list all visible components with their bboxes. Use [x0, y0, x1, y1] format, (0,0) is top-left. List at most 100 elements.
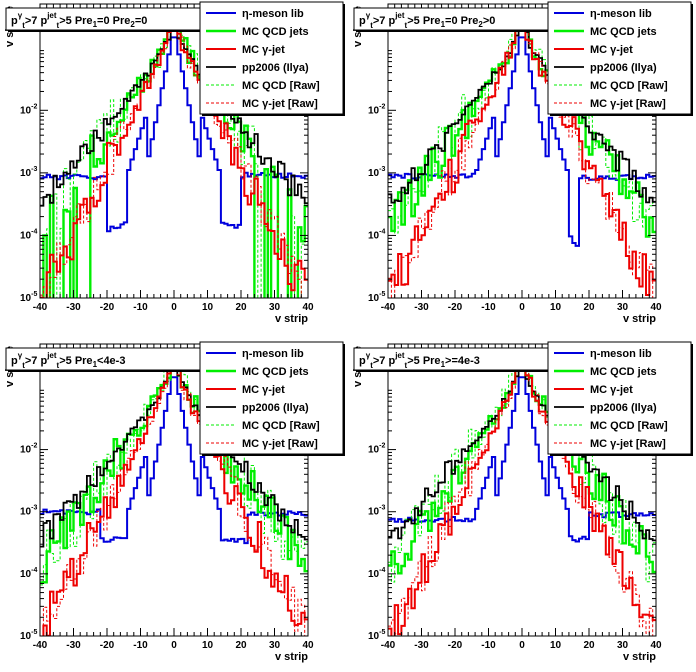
- legend-label-qcd_raw: MC QCD [Raw]: [590, 80, 668, 92]
- y-tick-label: 10-5: [20, 291, 37, 304]
- legend-label-eta: η-meson lib: [590, 8, 652, 20]
- x-tick-label: 10: [550, 302, 562, 313]
- x-tick-label: -40: [33, 640, 48, 651]
- x-tick-label: 40: [650, 640, 662, 651]
- legend-box-shadow: [202, 454, 345, 456]
- x-tick-label: 30: [269, 302, 281, 313]
- legend: η-meson lib MC QCD jets MC γ-jet pp2006 (Il…: [547, 1, 693, 116]
- legend-label-gjet: MC γ-jet: [242, 384, 285, 396]
- x-tick-label: 0: [519, 640, 525, 651]
- legend-label-qcd: MC QCD jets: [590, 26, 657, 38]
- y-tick-label: 10-4: [20, 228, 37, 241]
- legend-box-shadow-side: [691, 344, 693, 456]
- y-tick-label: 10-2: [20, 443, 37, 456]
- x-tick-label: -20: [448, 640, 463, 651]
- x-axis-label: v strip: [275, 313, 308, 325]
- legend-box-shadow-side: [343, 4, 345, 116]
- x-tick-label: 30: [269, 640, 281, 651]
- panel-3: -40 -30 -20 -10 0 10 20 30 40 10-5 10-4 10-3 10-2 v s…: [4, 341, 345, 663]
- x-tick-label: -10: [481, 302, 496, 313]
- title-box-shadow: [356, 370, 561, 372]
- x-tick-label: -30: [414, 302, 429, 313]
- x-tick-label: -10: [133, 302, 148, 313]
- x-tick-label: 20: [235, 640, 247, 651]
- title-box-shadow: [8, 30, 213, 32]
- title-text: pγt>7 pjett>5 Pre1>=4e-3: [359, 351, 480, 370]
- y-tick-label: 10-2: [368, 443, 385, 456]
- legend-box: [547, 341, 692, 455]
- panel-2: -40 -30 -20 -10 0 10 20 30 40 10-5 10-4 10-3 10-2 v s…: [352, 1, 693, 325]
- x-tick-label: -30: [66, 640, 81, 651]
- legend-label-eta: η-meson lib: [590, 348, 652, 360]
- legend-label-gjet_raw: MC γ-jet [Raw]: [590, 438, 666, 450]
- y-tick-label: 10-4: [20, 567, 37, 580]
- legend-box: [547, 1, 692, 115]
- x-tick-label: 30: [617, 640, 629, 651]
- series-line-qcd_raw: [388, 356, 656, 583]
- x-tick-label: 20: [583, 640, 595, 651]
- x-tick-label: -20: [448, 302, 463, 313]
- legend-label-gjet_raw: MC γ-jet [Raw]: [242, 438, 318, 450]
- x-tick-label: -40: [381, 302, 396, 313]
- y-tick-label: 10-2: [368, 103, 385, 116]
- legend: η-meson lib MC QCD jets MC γ-jet pp2006 (Il…: [199, 1, 345, 116]
- legend-label-pp2006: pp2006 (Ilya): [242, 62, 309, 74]
- legend-label-gjet_raw: MC γ-jet [Raw]: [590, 98, 666, 110]
- legend-box-shadow: [202, 114, 345, 116]
- legend-label-eta: η-meson lib: [242, 8, 304, 20]
- panel-title: pγt>7 pjett>5 Pre1>=4e-3: [353, 347, 561, 372]
- x-tick-label: 10: [202, 302, 214, 313]
- panel-title: pγt>7 pjett>5 Pre1=0 Pre2>0: [353, 7, 561, 32]
- title-box-shadow: [8, 370, 213, 372]
- x-tick-label: -40: [33, 302, 48, 313]
- legend-label-gjet: MC γ-jet: [242, 44, 285, 56]
- title-text: pγt>7 pjett>5 Pre1<4e-3: [11, 351, 125, 370]
- legend-box-shadow: [550, 454, 693, 456]
- legend-label-qcd: MC QCD jets: [242, 26, 309, 38]
- legend-label-gjet_raw: MC γ-jet [Raw]: [242, 98, 318, 110]
- y-tick-label: 10-5: [20, 629, 37, 642]
- x-tick-label: 30: [617, 302, 629, 313]
- x-tick-label: -10: [133, 640, 148, 651]
- panel-4: -40 -30 -20 -10 0 10 20 30 40 10-5 10-4 10-3 10-2 v s…: [352, 341, 693, 663]
- x-tick-label: 10: [550, 640, 562, 651]
- legend-label-qcd_raw: MC QCD [Raw]: [242, 80, 320, 92]
- y-tick-label: 10-3: [368, 166, 385, 179]
- legend-label-qcd_raw: MC QCD [Raw]: [590, 420, 668, 432]
- x-tick-label: 0: [519, 302, 525, 313]
- legend-box-shadow-side: [691, 4, 693, 116]
- legend-label-pp2006: pp2006 (Ilya): [590, 402, 657, 414]
- x-tick-label: -30: [414, 640, 429, 651]
- legend-box-shadow-side: [343, 344, 345, 456]
- legend: η-meson lib MC QCD jets MC γ-jet pp2006 (Il…: [547, 341, 693, 456]
- legend-label-qcd_raw: MC QCD [Raw]: [242, 420, 320, 432]
- panel-1: -40 -30 -20 -10 0 10 20 30 40 10-5 10-4 10-3 10-2 v s…: [4, 1, 345, 325]
- x-tick-label: 0: [171, 302, 177, 313]
- title-text: pγt>7 pjett>5 Pre1=0 Pre2>0: [359, 11, 495, 30]
- legend-label-gjet: MC γ-jet: [590, 384, 633, 396]
- x-tick-label: 0: [171, 640, 177, 651]
- x-axis-label: v strip: [623, 651, 656, 663]
- x-tick-label: 20: [583, 302, 595, 313]
- x-tick-label: -30: [66, 302, 81, 313]
- y-tick-label: 10-4: [368, 567, 385, 580]
- x-tick-label: 40: [302, 302, 314, 313]
- legend-label-qcd: MC QCD jets: [242, 366, 309, 378]
- y-tick-label: 10-4: [368, 228, 385, 241]
- legend-box: [199, 1, 344, 115]
- y-tick-label: 10-2: [20, 103, 37, 116]
- panel-title: pγt>7 pjett>5 Pre1<4e-3: [5, 347, 213, 372]
- x-tick-label: 40: [302, 640, 314, 651]
- x-tick-label: 10: [202, 640, 214, 651]
- x-tick-label: -20: [100, 302, 115, 313]
- y-tick-label: 10-5: [368, 629, 385, 642]
- legend-box-shadow: [550, 114, 693, 116]
- legend-label-qcd: MC QCD jets: [590, 366, 657, 378]
- x-tick-label: -10: [481, 640, 496, 651]
- x-axis-label: v strip: [623, 313, 656, 325]
- y-tick-label: 10-3: [368, 505, 385, 518]
- y-tick-label: 10-3: [20, 166, 37, 179]
- x-axis-label: v strip: [275, 651, 308, 663]
- title-box-shadow: [356, 30, 561, 32]
